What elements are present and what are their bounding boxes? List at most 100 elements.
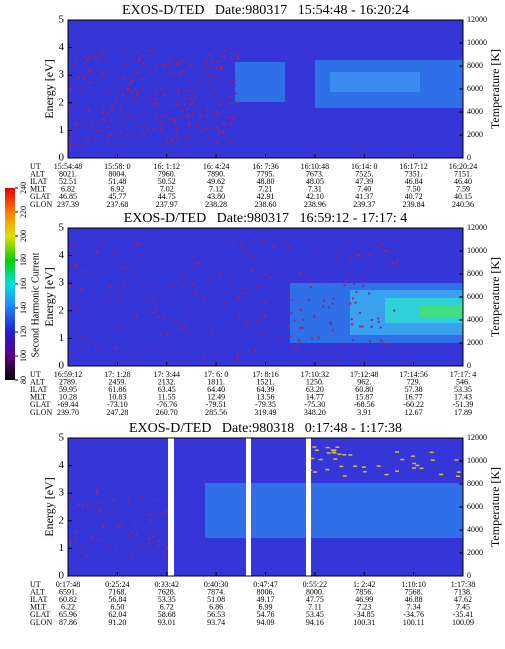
- table-cell: 319.49: [255, 408, 277, 417]
- speckle: [231, 280, 234, 283]
- speckle: [163, 550, 166, 553]
- speckle: [174, 119, 177, 122]
- table-cell: 239.70: [57, 408, 79, 417]
- table-cell: 41.37: [355, 192, 373, 201]
- speckle: [206, 106, 209, 109]
- row-label: UT: [30, 162, 41, 171]
- table-cell: 48.05: [306, 177, 324, 186]
- speckle: [395, 470, 400, 472]
- speckle: [100, 502, 103, 505]
- table-cell: -51.39: [453, 400, 474, 409]
- row-label: GLON: [30, 408, 52, 417]
- speckle: [136, 136, 139, 139]
- speckle: [102, 324, 105, 327]
- speckle: [165, 65, 168, 68]
- speckle: [135, 89, 138, 92]
- speckle: [350, 323, 353, 326]
- speckle: [117, 525, 120, 528]
- speckle: [188, 125, 191, 128]
- speckle: [157, 315, 160, 318]
- speckle: [120, 143, 123, 146]
- speckle: [225, 123, 228, 126]
- speckle: [72, 305, 75, 308]
- speckle: [336, 259, 339, 262]
- speckle: [129, 116, 132, 119]
- speckle: [261, 283, 264, 286]
- speckle: [291, 298, 294, 301]
- speckle: [84, 521, 87, 524]
- speckle: [222, 122, 225, 125]
- speckle: [76, 123, 79, 126]
- speckle: [204, 59, 207, 62]
- speckle: [73, 263, 76, 266]
- speckle: [236, 57, 239, 60]
- table-cell: -34.85: [354, 610, 375, 619]
- row-label: ALT: [30, 587, 45, 596]
- speckle: [74, 265, 77, 268]
- table-cell: 10.28: [59, 393, 77, 402]
- speckle: [90, 338, 93, 341]
- speckle: [254, 321, 257, 324]
- speckle: [223, 136, 226, 139]
- speckle: [356, 253, 359, 256]
- speckle: [223, 55, 226, 58]
- speckle: [230, 56, 233, 59]
- speckle: [205, 61, 208, 64]
- speckle: [131, 81, 134, 84]
- speckle: [334, 356, 337, 359]
- speckle: [169, 59, 172, 62]
- speckle: [129, 354, 132, 357]
- speckle: [126, 113, 129, 116]
- y-axis-label: Energy [eV]: [42, 267, 56, 326]
- speckle: [76, 77, 79, 80]
- y2-tick-label: 6000: [467, 84, 483, 93]
- speckle: [141, 54, 144, 57]
- y-tick-label: 0: [59, 570, 65, 582]
- speckle: [348, 454, 353, 456]
- speckle: [110, 105, 113, 108]
- speckle: [368, 340, 371, 343]
- table-cell: 52.51: [59, 177, 77, 186]
- speckle: [103, 56, 106, 59]
- table-cell: 100.09: [452, 618, 474, 627]
- speckle: [86, 137, 89, 140]
- speckle: [68, 108, 71, 111]
- speckle: [325, 468, 330, 471]
- speckle: [177, 102, 180, 105]
- speckle: [179, 73, 182, 76]
- speckle: [349, 260, 352, 263]
- y-tick-label: 1: [59, 332, 65, 344]
- speckle: [108, 112, 111, 115]
- speckle: [185, 114, 188, 117]
- speckle: [195, 262, 198, 265]
- speckle: [149, 71, 152, 74]
- speckle: [331, 329, 334, 332]
- speckle: [165, 510, 168, 513]
- table-cell: -60.22: [403, 400, 424, 409]
- table-cell: 43.80: [207, 192, 225, 201]
- speckle: [135, 532, 138, 535]
- speckle: [214, 354, 217, 357]
- y2-axis-label: Temperature [K]: [488, 467, 502, 547]
- speckle: [133, 271, 136, 274]
- speckle: [157, 545, 160, 548]
- speckle: [190, 64, 193, 67]
- speckle: [131, 557, 134, 560]
- speckle: [72, 78, 75, 81]
- speckle: [241, 292, 244, 295]
- table-cell: 53.35: [454, 385, 472, 394]
- row-label: ALT: [30, 377, 45, 386]
- speckle: [150, 521, 153, 524]
- speckle: [149, 98, 152, 101]
- speckle: [317, 336, 320, 339]
- speckle: [395, 451, 400, 453]
- speckle: [237, 53, 240, 56]
- speckle: [121, 77, 124, 80]
- table-cell: 7.59: [456, 185, 470, 194]
- speckle: [71, 136, 74, 139]
- table-cell: 237.39: [57, 200, 79, 209]
- table-cell: 61.86: [108, 385, 126, 394]
- speckle: [362, 284, 365, 287]
- speckle: [161, 131, 164, 134]
- table-cell: 50.52: [158, 177, 176, 186]
